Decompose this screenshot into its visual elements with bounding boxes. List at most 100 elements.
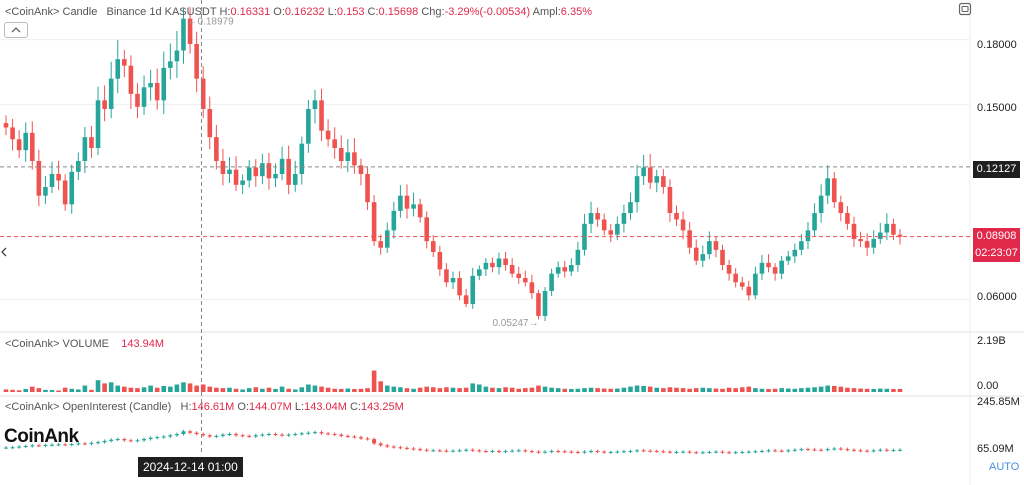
candle-body (391, 210, 397, 231)
oi-candle (181, 431, 186, 435)
candle-body (555, 267, 561, 274)
candle-body (654, 176, 660, 183)
candle-body (529, 282, 535, 294)
volume-bar (529, 387, 535, 392)
candle-body (437, 252, 443, 270)
oi-label: OpenInterest (Candle) (62, 401, 172, 413)
volume-bar (214, 387, 219, 392)
volume-bar (851, 388, 857, 392)
price-tick-2: 0.06000 (977, 291, 1017, 303)
candle-body (470, 275, 476, 304)
volume-bar (523, 388, 528, 392)
oi-candle (490, 451, 495, 453)
volume-bar (785, 388, 791, 392)
volume-bar (595, 388, 600, 392)
header-open: 0.16232 (284, 6, 325, 18)
volume-bar (3, 389, 9, 392)
header-source: <CoinAnk> (5, 6, 60, 18)
candle-body (108, 78, 114, 109)
volume-bar (378, 381, 383, 392)
volume-bar (812, 387, 817, 392)
volume-bar (647, 386, 653, 392)
candle-body (700, 254, 706, 261)
collapse-button[interactable] (4, 22, 28, 38)
oi-low: 143.04M (304, 401, 347, 413)
oi-candle (365, 438, 370, 440)
oi-candle (503, 451, 508, 453)
candle-body (207, 109, 213, 138)
candle-body (720, 249, 725, 265)
volume-bar (266, 387, 272, 392)
candle-body (496, 258, 502, 268)
candle-body (384, 230, 390, 248)
candle-body (417, 204, 423, 218)
candle-body (319, 100, 324, 131)
candle-body (595, 213, 600, 220)
candle-body (805, 230, 811, 242)
oi-candle (23, 445, 28, 447)
candle-body (647, 167, 653, 183)
candle-body (542, 291, 548, 316)
oi-open: 144.07M (249, 401, 292, 413)
candle-body (56, 174, 61, 181)
volume-bar (746, 386, 752, 392)
candle-body (726, 265, 732, 274)
candle-body (884, 223, 890, 233)
candle-body (29, 132, 35, 161)
screenshot-button[interactable] (958, 2, 972, 16)
volume-bar (141, 387, 147, 392)
oi-candle (825, 449, 830, 451)
volume-bar (654, 387, 660, 392)
volume-bar (871, 388, 877, 392)
oi-candle (497, 451, 502, 453)
oi-candle (464, 449, 469, 451)
candle-body (36, 161, 42, 196)
volume-bar (286, 388, 291, 392)
oi-candle (122, 439, 127, 441)
candle-body (759, 262, 765, 274)
oi-candle (878, 449, 883, 451)
candle-body (16, 139, 22, 151)
volume-bar (483, 386, 489, 392)
volume-bar (43, 389, 48, 392)
candle-body (753, 273, 758, 296)
oi-candle (345, 435, 350, 437)
oi-candle (451, 450, 455, 452)
volume-bar (490, 387, 495, 392)
volume-bar (424, 386, 430, 392)
volume-bar (831, 385, 837, 392)
oi-candle (799, 449, 804, 451)
volume-bar (503, 387, 508, 392)
oi-candle (194, 432, 199, 435)
candle-body (450, 278, 456, 283)
oi-candle (720, 451, 725, 453)
volume-bar (279, 386, 285, 392)
oi-candle (398, 447, 403, 449)
candle-body (135, 93, 140, 107)
oi-candle (358, 437, 363, 439)
candle-body (371, 202, 377, 242)
candle-body (141, 87, 147, 107)
volume-bar (549, 387, 554, 392)
volume-bar (417, 387, 423, 392)
oi-header: <CoinAnk> OpenInterest (Candle) H:146.61… (5, 401, 404, 413)
oi-candle (483, 451, 488, 453)
oi-candle (30, 445, 35, 447)
candle-body (338, 148, 344, 161)
oi-candle (595, 451, 600, 453)
candle-body (483, 262, 489, 270)
candle-body (851, 223, 857, 239)
volume-bar (562, 388, 568, 392)
oi-candle (746, 451, 751, 453)
scroll-left-button[interactable] (0, 245, 8, 259)
volume-bar (858, 388, 863, 392)
volume-bar (16, 390, 22, 392)
volume-bar (628, 386, 633, 392)
candle-body (463, 295, 469, 304)
candle-body (352, 152, 357, 166)
oi-candle (273, 434, 278, 436)
candle-body (312, 100, 318, 109)
candle-body (891, 223, 896, 235)
auto-scale-button[interactable]: AUTO (989, 461, 1020, 473)
oi-candle (575, 451, 580, 453)
